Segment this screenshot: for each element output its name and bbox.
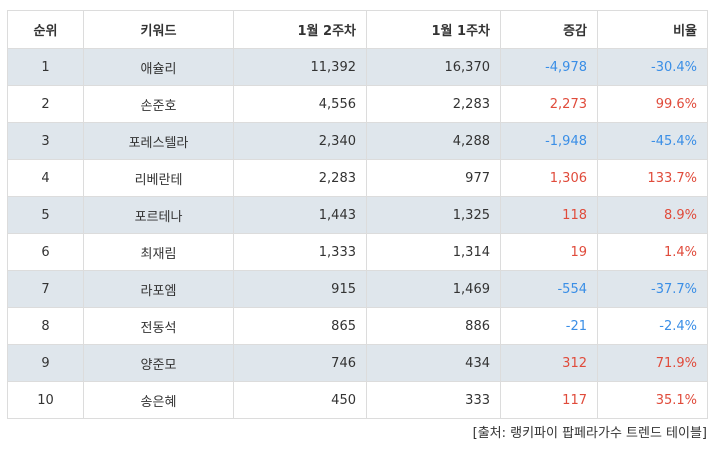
- cell-keyword: 송은혜: [83, 381, 234, 419]
- cell-keyword: 전동석: [83, 307, 234, 345]
- cell-rank: 8: [7, 307, 84, 345]
- cell-ratio: -45.4%: [597, 122, 708, 160]
- table-row: 6 최재림 1,333 1,314 19 1.4%: [7, 233, 708, 271]
- table-row: 1 애슐리 11,392 16,370 -4,978 -30.4%: [7, 48, 708, 86]
- table-row: 9 양준모 746 434 312 71.9%: [7, 344, 708, 382]
- header-week2: 1월 2주차: [233, 10, 367, 49]
- table-row: 7 라포엠 915 1,469 -554 -37.7%: [7, 270, 708, 308]
- cell-week1: 1,325: [366, 196, 501, 234]
- cell-week1: 977: [366, 159, 501, 197]
- cell-change: 19: [500, 233, 598, 271]
- table-row: 8 전동석 865 886 -21 -2.4%: [7, 307, 708, 345]
- cell-week2: 1,443: [233, 196, 367, 234]
- cell-week2: 450: [233, 381, 367, 419]
- cell-keyword: 양준모: [83, 344, 234, 382]
- cell-week1: 886: [366, 307, 501, 345]
- trend-table: 순위 키워드 1월 2주차 1월 1주차 증감 비율 1 애슐리 11,392 16,…: [7, 10, 708, 419]
- cell-ratio: 8.9%: [597, 196, 708, 234]
- cell-change: -4,978: [500, 48, 598, 86]
- table-row: 3 포레스텔라 2,340 4,288 -1,948 -45.4%: [7, 122, 708, 160]
- cell-week1: 1,314: [366, 233, 501, 271]
- cell-ratio: 133.7%: [597, 159, 708, 197]
- cell-keyword: 포르테나: [83, 196, 234, 234]
- cell-rank: 9: [7, 344, 84, 382]
- table-header-row: 순위 키워드 1월 2주차 1월 1주차 증감 비율: [7, 10, 708, 49]
- cell-keyword: 포레스텔라: [83, 122, 234, 160]
- cell-ratio: -30.4%: [597, 48, 708, 86]
- cell-rank: 3: [7, 122, 84, 160]
- cell-week2: 2,283: [233, 159, 367, 197]
- table-row: 4 리베란테 2,283 977 1,306 133.7%: [7, 159, 708, 197]
- cell-change: 117: [500, 381, 598, 419]
- cell-week1: 4,288: [366, 122, 501, 160]
- header-ratio: 비율: [597, 10, 708, 49]
- cell-ratio: -37.7%: [597, 270, 708, 308]
- cell-week1: 1,469: [366, 270, 501, 308]
- cell-change: 2,273: [500, 85, 598, 123]
- cell-change: -554: [500, 270, 598, 308]
- cell-rank: 1: [7, 48, 84, 86]
- cell-week1: 16,370: [366, 48, 501, 86]
- cell-week2: 4,556: [233, 85, 367, 123]
- table-row: 5 포르테나 1,443 1,325 118 8.9%: [7, 196, 708, 234]
- cell-change: -1,948: [500, 122, 598, 160]
- table-row: 2 손준호 4,556 2,283 2,273 99.6%: [7, 85, 708, 123]
- cell-ratio: 99.6%: [597, 85, 708, 123]
- cell-rank: 6: [7, 233, 84, 271]
- source-caption: [출처: 랭키파이 팝페라가수 트렌드 테이블]: [472, 426, 707, 441]
- cell-rank: 10: [7, 381, 84, 419]
- cell-week2: 915: [233, 270, 367, 308]
- cell-keyword: 손준호: [83, 85, 234, 123]
- trend-table-container: 순위 키워드 1월 2주차 1월 1주차 증감 비율 1 애슐리 11,392 16,…: [7, 10, 708, 419]
- cell-week1: 2,283: [366, 85, 501, 123]
- header-rank: 순위: [7, 10, 84, 49]
- cell-ratio: 35.1%: [597, 381, 708, 419]
- cell-keyword: 최재림: [83, 233, 234, 271]
- cell-ratio: 71.9%: [597, 344, 708, 382]
- cell-week2: 2,340: [233, 122, 367, 160]
- cell-week2: 11,392: [233, 48, 367, 86]
- header-week1: 1월 1주차: [366, 10, 501, 49]
- cell-change: -21: [500, 307, 598, 345]
- cell-rank: 4: [7, 159, 84, 197]
- cell-ratio: -2.4%: [597, 307, 708, 345]
- table-row: 10 송은혜 450 333 117 35.1%: [7, 381, 708, 419]
- cell-change: 118: [500, 196, 598, 234]
- cell-rank: 5: [7, 196, 84, 234]
- cell-week2: 865: [233, 307, 367, 345]
- cell-rank: 2: [7, 85, 84, 123]
- cell-ratio: 1.4%: [597, 233, 708, 271]
- header-change: 증감: [500, 10, 598, 49]
- table-body: 1 애슐리 11,392 16,370 -4,978 -30.4% 2 손준호 4,556 2,2…: [7, 48, 708, 419]
- cell-week2: 1,333: [233, 233, 367, 271]
- cell-keyword: 라포엠: [83, 270, 234, 308]
- cell-week2: 746: [233, 344, 367, 382]
- cell-keyword: 애슐리: [83, 48, 234, 86]
- cell-week1: 333: [366, 381, 501, 419]
- cell-rank: 7: [7, 270, 84, 308]
- cell-keyword: 리베란테: [83, 159, 234, 197]
- header-keyword: 키워드: [83, 10, 234, 49]
- cell-change: 1,306: [500, 159, 598, 197]
- cell-week1: 434: [366, 344, 501, 382]
- cell-change: 312: [500, 344, 598, 382]
